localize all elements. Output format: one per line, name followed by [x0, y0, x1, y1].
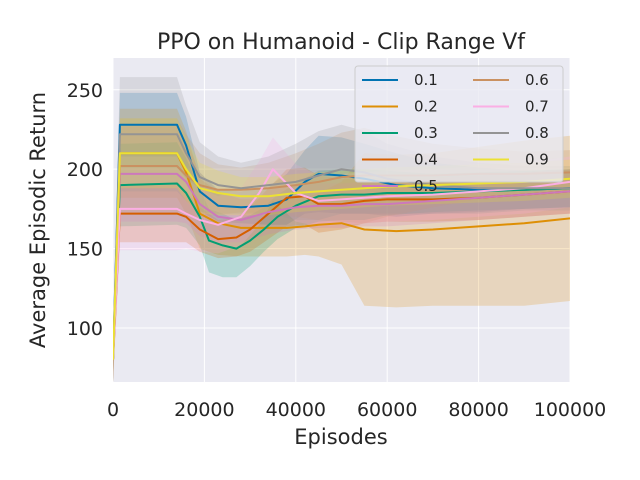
line-series-0.4 [113, 190, 570, 360]
line-series-0.9 [113, 152, 570, 360]
x-tick-label: 60000 [357, 399, 417, 421]
chart-title: PPO on Humanoid - Clip Range Vf [157, 30, 526, 55]
series-lines [113, 123, 570, 360]
x-tick-label: 20000 [174, 399, 234, 421]
line-series-0.5 [113, 172, 570, 360]
x-tick-label: 0 [107, 399, 119, 421]
y-tick-labels: 100 150 200 250 [67, 80, 103, 340]
band-series-0.5 [113, 126, 570, 382]
legend-label-0.8: 0.8 [525, 124, 549, 142]
legend-label-0.9: 0.9 [525, 151, 549, 169]
legend-label-0.4: 0.4 [414, 151, 438, 169]
y-tick-label: 150 [67, 239, 103, 261]
y-tick-label: 250 [67, 80, 103, 102]
y-tick-label: 200 [67, 159, 103, 181]
line-series-0.7 [113, 168, 570, 360]
legend-label-0.2: 0.2 [414, 98, 438, 116]
x-tick-label: 80000 [448, 399, 508, 421]
line-series-0.8 [113, 133, 570, 360]
band-series-0.3 [113, 142, 570, 382]
band-series-0.1 [113, 92, 570, 382]
legend-box [354, 65, 564, 183]
legend: 0.1 0.2 0.3 0.4 0.5 0.6 0.7 0.8 0.9 [354, 65, 564, 195]
legend-label-0.3: 0.3 [414, 124, 438, 142]
legend-label-0.1: 0.1 [414, 71, 438, 89]
x-tick-label: 100000 [534, 399, 607, 421]
legend-label-0.7: 0.7 [525, 98, 549, 116]
y-tick-label: 100 [67, 318, 103, 340]
line-series-0.3 [113, 182, 570, 360]
line-series-0.2 [113, 152, 570, 360]
x-tick-label: 40000 [266, 399, 326, 421]
legend-label-0.5: 0.5 [414, 177, 438, 195]
legend-label-0.6: 0.6 [525, 71, 549, 89]
y-axis-label: Average Episodic Return [26, 92, 50, 348]
x-tick-labels: 0 20000 40000 60000 80000 100000 [107, 399, 606, 421]
x-axis-label: Episodes [294, 425, 387, 449]
line-series-0.1 [113, 123, 570, 360]
band-series-0.8 [113, 77, 570, 382]
